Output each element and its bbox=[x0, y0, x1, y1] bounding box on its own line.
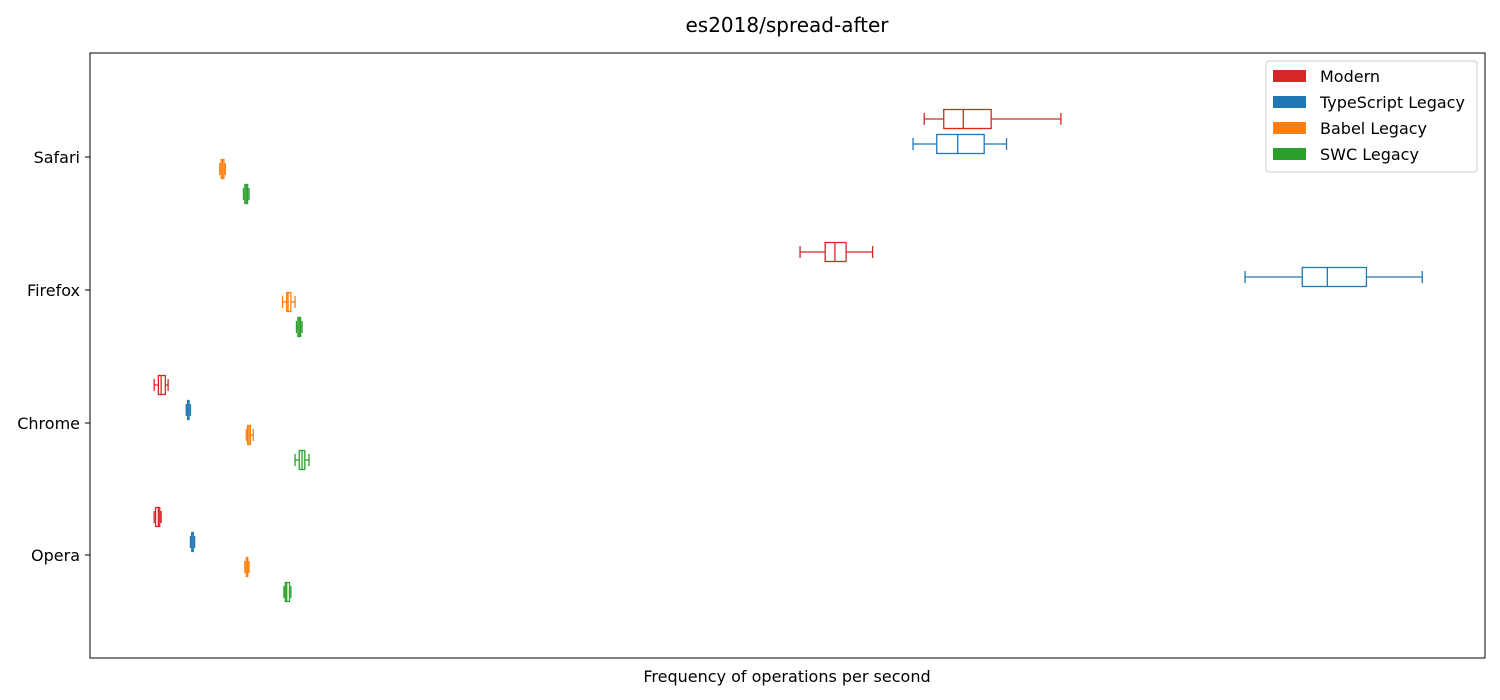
box-iqr bbox=[157, 374, 166, 396]
box-iqr bbox=[284, 581, 291, 603]
box-babel-legacy-opera bbox=[244, 556, 250, 578]
box-swc-legacy-opera bbox=[283, 581, 292, 603]
box-typescript-legacy-safari bbox=[912, 133, 1008, 155]
legend-swatch bbox=[1273, 148, 1306, 160]
box-iqr bbox=[154, 506, 161, 528]
box-typescript-legacy-firefox bbox=[1244, 266, 1423, 288]
legend-frame bbox=[1265, 60, 1478, 173]
y-tick-label-safari: Safari bbox=[34, 148, 80, 167]
box-iqr bbox=[286, 291, 292, 313]
legend-entry-swc-legacy: SWC Legacy bbox=[1320, 145, 1419, 164]
legend-entry-babel-legacy: Babel Legacy bbox=[1320, 119, 1427, 138]
y-tick-label-firefox: Firefox bbox=[27, 281, 80, 300]
box-swc-legacy-chrome bbox=[294, 449, 310, 471]
box-iqr bbox=[936, 133, 985, 155]
box-typescript-legacy-chrome bbox=[185, 399, 192, 421]
y-tick-label-chrome: Chrome bbox=[17, 414, 80, 433]
box-babel-legacy-firefox bbox=[281, 291, 296, 313]
legend-swatch bbox=[1273, 70, 1306, 82]
legend-swatch bbox=[1273, 96, 1306, 108]
y-axis: Safari Firefox Chrome Opera bbox=[17, 148, 90, 565]
box-iqr bbox=[824, 241, 847, 263]
box-swc-legacy-safari bbox=[242, 183, 250, 205]
box-modern-safari bbox=[923, 108, 1062, 130]
box-modern-chrome bbox=[153, 374, 169, 396]
y-tick-label-opera: Opera bbox=[31, 546, 80, 565]
x-axis-label: Frequency of operations per second bbox=[643, 667, 930, 686]
legend-entry-typescript-legacy: TypeScript Legacy bbox=[1319, 93, 1465, 112]
legend: Modern TypeScript Legacy Babel Legacy SWC L… bbox=[1265, 60, 1478, 173]
box-iqr bbox=[1301, 266, 1368, 288]
plot-area bbox=[89, 52, 1486, 659]
legend-entry-modern: Modern bbox=[1320, 67, 1380, 86]
box-typescript-legacy-opera bbox=[189, 531, 196, 553]
box-modern-firefox bbox=[799, 241, 874, 263]
box-swc-legacy-firefox bbox=[295, 316, 303, 338]
box-iqr bbox=[943, 108, 992, 130]
boxes-layer bbox=[153, 108, 1423, 603]
box-babel-legacy-chrome bbox=[245, 424, 254, 446]
box-babel-legacy-safari bbox=[219, 158, 226, 180]
legend-swatch bbox=[1273, 122, 1306, 134]
chart-title: es2018/spread-after bbox=[685, 13, 889, 37]
box-modern-opera bbox=[153, 506, 162, 528]
